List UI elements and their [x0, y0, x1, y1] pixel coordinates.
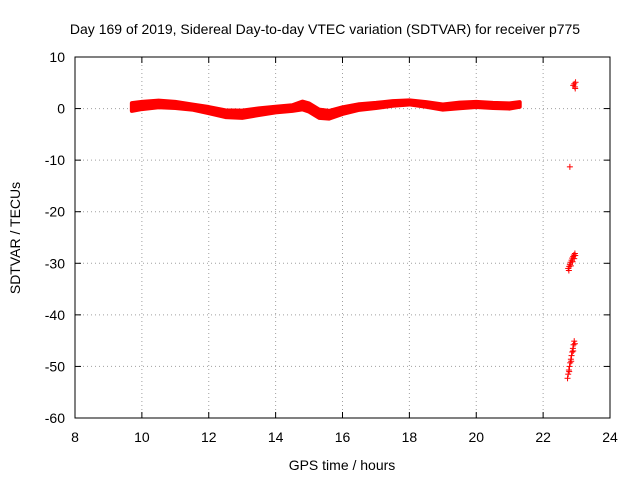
- data-point: [570, 341, 577, 348]
- y-tick-label: -10: [45, 152, 65, 168]
- data-points: [564, 79, 579, 382]
- data-point: [571, 338, 578, 345]
- x-tick-label: 14: [268, 429, 284, 445]
- grid-lines: [75, 57, 610, 418]
- data-point: [572, 85, 579, 92]
- y-tick-label: -50: [45, 358, 65, 374]
- y-tick-label: -60: [45, 410, 65, 426]
- data-point: [565, 267, 572, 274]
- data-point: [567, 359, 574, 366]
- x-tick-label: 10: [134, 429, 150, 445]
- x-tick-label: 16: [335, 429, 351, 445]
- data-point: [565, 371, 572, 378]
- y-axis: 10 0 -10 -20 -30 -40 -50 -60: [45, 49, 610, 426]
- data-point: [566, 363, 573, 370]
- data-point: [568, 358, 575, 365]
- y-tick-label: 0: [57, 101, 65, 117]
- chart-title: Day 169 of 2019, Sidereal Day-to-day VTE…: [70, 21, 580, 37]
- data-point: [568, 352, 575, 359]
- data-band-envelope: [129, 98, 522, 121]
- x-tick-label: 22: [535, 429, 551, 445]
- data-point: [569, 348, 576, 355]
- data-band: [129, 98, 522, 121]
- data-point: [569, 258, 576, 265]
- x-tick-label: 18: [402, 429, 418, 445]
- y-tick-label: -20: [45, 204, 65, 220]
- data-point: [567, 262, 574, 269]
- data-point: [570, 82, 577, 89]
- x-axis-label: GPS time / hours: [289, 457, 396, 473]
- x-axis: 8 10 12 14 16 18 20 22 24: [71, 57, 618, 445]
- y-tick-label: -40: [45, 307, 65, 323]
- y-axis-label: SDTVAR / TECUs: [7, 182, 23, 294]
- x-tick-label: 20: [468, 429, 484, 445]
- y-tick-label: 10: [49, 49, 65, 65]
- data-point: [571, 255, 578, 262]
- x-tick-label: 8: [71, 429, 79, 445]
- data-point: [570, 347, 577, 354]
- data-point: [571, 340, 578, 347]
- x-tick-label: 12: [201, 429, 217, 445]
- x-tick-label: 24: [602, 429, 618, 445]
- data-point: [566, 368, 573, 375]
- data-point: [572, 79, 579, 86]
- y-tick-label: -30: [45, 255, 65, 271]
- data-point: [571, 80, 578, 87]
- data-point: [564, 375, 571, 382]
- data-point: [566, 163, 573, 170]
- data-point: [572, 252, 579, 259]
